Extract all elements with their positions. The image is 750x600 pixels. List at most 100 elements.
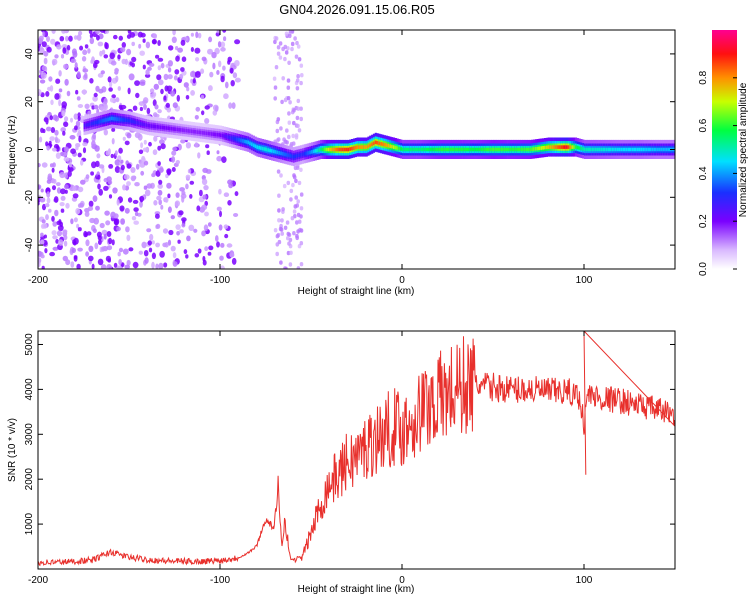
speckle-mark: [185, 142, 191, 149]
speckle-mark: [285, 220, 290, 225]
speckle-mark: [68, 35, 73, 42]
speckle-mark: [185, 174, 191, 180]
speckle-mark: [299, 192, 304, 197]
speckle-mark: [279, 173, 283, 178]
speckle-mark: [277, 218, 281, 223]
speckle-mark: [92, 95, 98, 102]
ridge-cell: [163, 126, 166, 130]
speckle-mark: [227, 200, 232, 206]
speckle-mark: [286, 231, 291, 237]
speckle-mark: [54, 93, 60, 100]
ridge-cell: [527, 147, 530, 152]
ridge-cell: [649, 147, 652, 152]
speckle-mark: [89, 37, 95, 45]
speckle-mark: [91, 140, 96, 148]
speckle-mark: [51, 215, 55, 222]
ridge-cell: [174, 127, 177, 131]
speckle-mark: [291, 133, 296, 139]
ridge-cell: [624, 147, 627, 152]
speckle-mark: [229, 67, 234, 74]
speckle-mark: [82, 49, 88, 56]
speckle-mark: [223, 192, 230, 197]
speckle-mark: [129, 32, 136, 38]
ridge-cell: [258, 145, 261, 150]
speckle-mark: [134, 80, 141, 86]
speckle-mark: [62, 229, 68, 234]
speckle-mark: [130, 175, 136, 181]
ridge-cell: [360, 145, 363, 149]
ridge-cell: [480, 147, 483, 152]
speckle-mark: [177, 47, 184, 53]
speckle-mark: [194, 71, 201, 78]
speckle-mark: [296, 199, 301, 204]
speckle-mark: [41, 162, 48, 168]
ridge-cell: [578, 146, 581, 150]
speckle-mark: [80, 159, 84, 166]
speckle-mark: [131, 56, 137, 63]
ridge-cell: [351, 146, 354, 151]
speckle-mark: [277, 208, 281, 213]
ridge-cell: [347, 147, 350, 152]
ridge-cell: [551, 145, 554, 149]
speckle-mark: [42, 223, 48, 229]
speckle-mark: [280, 231, 285, 236]
speckle-mark: [145, 69, 150, 76]
ridge-cell: [158, 125, 161, 129]
ridge-cell: [110, 116, 113, 121]
speckle-mark: [130, 167, 136, 173]
speckle-mark: [166, 107, 172, 113]
ridge-cell: [312, 149, 315, 154]
speckle-mark: [289, 197, 293, 202]
speckle-mark: [77, 227, 82, 232]
ridge-cell: [209, 131, 212, 136]
speckle-mark: [46, 46, 52, 53]
speckle-mark: [111, 138, 115, 145]
speckle-mark: [127, 30, 132, 34]
speckle-mark: [185, 95, 190, 100]
speckle-mark: [120, 47, 126, 53]
speckle-mark: [72, 185, 77, 192]
speckle-mark: [152, 149, 158, 156]
speckle-mark: [148, 141, 152, 147]
ridge-cell: [620, 147, 623, 152]
speckle-mark: [98, 164, 105, 169]
speckle-mark: [89, 33, 93, 39]
speckle-mark: [295, 40, 299, 46]
speckle-mark: [223, 36, 227, 42]
ridge-cell: [434, 147, 437, 152]
speckle-mark: [117, 54, 121, 60]
ridge-cell: [161, 125, 164, 130]
x-tick-label: -100: [210, 575, 230, 586]
ridge-cell: [138, 121, 141, 125]
speckle-mark: [96, 153, 101, 159]
speckle-mark: [121, 42, 127, 48]
ridge-cell: [185, 128, 188, 133]
speckle-mark: [94, 145, 100, 152]
speckle-mark: [219, 255, 224, 261]
speckle-mark: [143, 250, 149, 257]
ridge-cell: [147, 123, 150, 128]
speckle-mark: [175, 192, 180, 198]
ridge-cell: [587, 147, 590, 152]
speckle-mark: [46, 145, 51, 151]
speckle-mark: [41, 219, 46, 224]
ridge-cell: [443, 147, 447, 152]
ridge-cell: [429, 147, 432, 152]
ridge-cell: [196, 130, 199, 134]
ridge-cell: [283, 152, 286, 157]
speckle-mark: [58, 70, 62, 77]
ridge-cell: [201, 131, 204, 135]
speckle-mark: [206, 150, 210, 155]
speckle-mark: [83, 230, 88, 238]
speckle-mark: [275, 128, 280, 134]
speckle-mark: [197, 32, 202, 39]
speckle-mark: [278, 41, 283, 46]
ridge-cell: [238, 138, 241, 142]
speckle-mark: [47, 173, 52, 179]
speckle-mark: [99, 222, 105, 229]
ridge-cell: [323, 147, 326, 152]
ridge-cell: [192, 129, 195, 134]
ridge-cell: [203, 131, 206, 135]
speckle-mark: [76, 263, 81, 269]
speckle-mark: [158, 79, 164, 86]
